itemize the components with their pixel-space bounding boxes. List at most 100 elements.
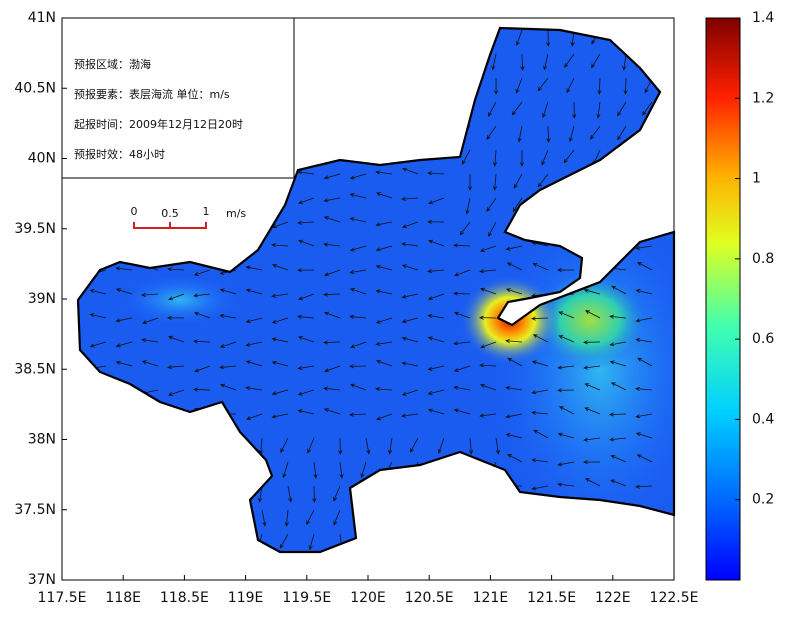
current-arrow — [531, 360, 549, 367]
current-arrow — [583, 365, 601, 370]
current-arrow — [312, 485, 317, 503]
current-arrow — [194, 311, 211, 319]
current-arrow — [375, 386, 393, 392]
current-arrow — [401, 196, 419, 201]
current-arrow — [409, 437, 419, 453]
current-arrow — [279, 533, 289, 549]
current-arrow — [245, 360, 263, 367]
current-arrow — [515, 29, 523, 46]
current-arrow — [609, 412, 627, 417]
current-arrow — [564, 53, 575, 68]
current-arrow — [375, 289, 393, 295]
current-arrow — [141, 317, 159, 325]
current-arrow — [467, 173, 473, 191]
current-arrow — [542, 101, 549, 119]
current-arrow — [505, 288, 523, 295]
current-arrow — [193, 293, 211, 298]
scale-label: 0.5 — [161, 207, 179, 220]
current-arrow — [591, 53, 601, 69]
current-arrow — [635, 386, 653, 392]
current-arrow — [323, 216, 341, 223]
current-arrow — [583, 437, 601, 442]
current-arrow — [115, 317, 133, 323]
colorbar-tick-label: 1.4 — [752, 10, 774, 26]
current-arrow — [323, 408, 341, 415]
current-arrow — [193, 339, 211, 344]
current-arrow — [533, 429, 549, 439]
y-tick-label: 37N — [28, 572, 56, 588]
current-arrow — [492, 173, 498, 191]
current-arrow — [520, 53, 525, 71]
current-arrow — [557, 365, 575, 370]
current-arrow — [271, 413, 289, 419]
current-arrow — [495, 437, 500, 455]
current-arrow — [167, 315, 185, 320]
current-arrow — [365, 437, 371, 455]
current-arrow — [557, 482, 575, 487]
current-arrow — [454, 269, 471, 277]
current-arrow — [453, 341, 471, 346]
current-arrow — [541, 149, 549, 166]
current-arrow — [617, 125, 627, 141]
current-arrow — [532, 334, 549, 343]
current-arrow — [637, 262, 653, 271]
current-arrow — [584, 407, 601, 415]
current-arrow — [298, 293, 315, 301]
current-arrow — [401, 361, 419, 367]
current-arrow — [584, 310, 601, 319]
current-arrow — [479, 413, 497, 418]
current-arrow — [488, 101, 497, 117]
current-arrow — [323, 386, 341, 391]
current-arrow — [479, 363, 497, 368]
current-arrow — [333, 509, 341, 526]
colorbar-tick-label: 0.8 — [752, 251, 774, 267]
current-arrow — [479, 245, 497, 252]
current-arrow — [609, 360, 627, 367]
current-arrow — [543, 53, 549, 71]
current-arrow — [572, 101, 577, 119]
colorbar-tick-label: 0.6 — [752, 331, 774, 347]
y-tick-label: 37.5N — [14, 502, 56, 518]
current-arrow — [596, 101, 601, 119]
current-arrow — [505, 385, 523, 391]
current-arrow — [375, 170, 393, 175]
info-line: 起报时间：2009年12月12日20时 — [74, 117, 243, 131]
current-arrow — [298, 197, 315, 205]
current-arrow — [219, 341, 237, 348]
current-arrow — [468, 437, 474, 455]
current-arrow — [193, 387, 211, 392]
x-tick-label: 122E — [595, 590, 631, 606]
current-arrow — [537, 173, 549, 188]
info-line: 预报时效：48小时 — [74, 147, 165, 161]
current-arrow — [350, 383, 367, 391]
current-arrow — [465, 197, 471, 215]
current-arrow — [584, 478, 601, 487]
current-arrow — [636, 454, 653, 463]
current-arrow — [427, 365, 445, 371]
current-arrow — [532, 263, 549, 271]
current-arrow — [507, 454, 523, 463]
current-arrow — [635, 432, 653, 439]
current-arrow — [505, 338, 523, 344]
current-arrow — [453, 243, 471, 248]
current-arrow — [401, 413, 419, 418]
current-arrow — [623, 77, 628, 95]
current-arrow — [488, 221, 497, 238]
current-arrow — [480, 287, 497, 295]
current-arrow — [245, 265, 263, 271]
current-arrow — [297, 220, 315, 225]
current-arrow — [375, 359, 393, 367]
current-arrow — [350, 341, 367, 349]
current-arrow — [402, 167, 419, 175]
current-arrow — [219, 365, 237, 370]
current-arrow — [245, 386, 263, 391]
current-arrow — [401, 317, 419, 324]
current-arrow — [323, 242, 341, 247]
current-arrow — [245, 413, 263, 421]
current-arrow — [453, 408, 471, 415]
current-arrow — [546, 125, 551, 143]
current-arrow — [245, 317, 263, 324]
current-arrow — [282, 461, 289, 479]
current-arrow — [89, 341, 107, 348]
current-arrow — [635, 245, 653, 250]
